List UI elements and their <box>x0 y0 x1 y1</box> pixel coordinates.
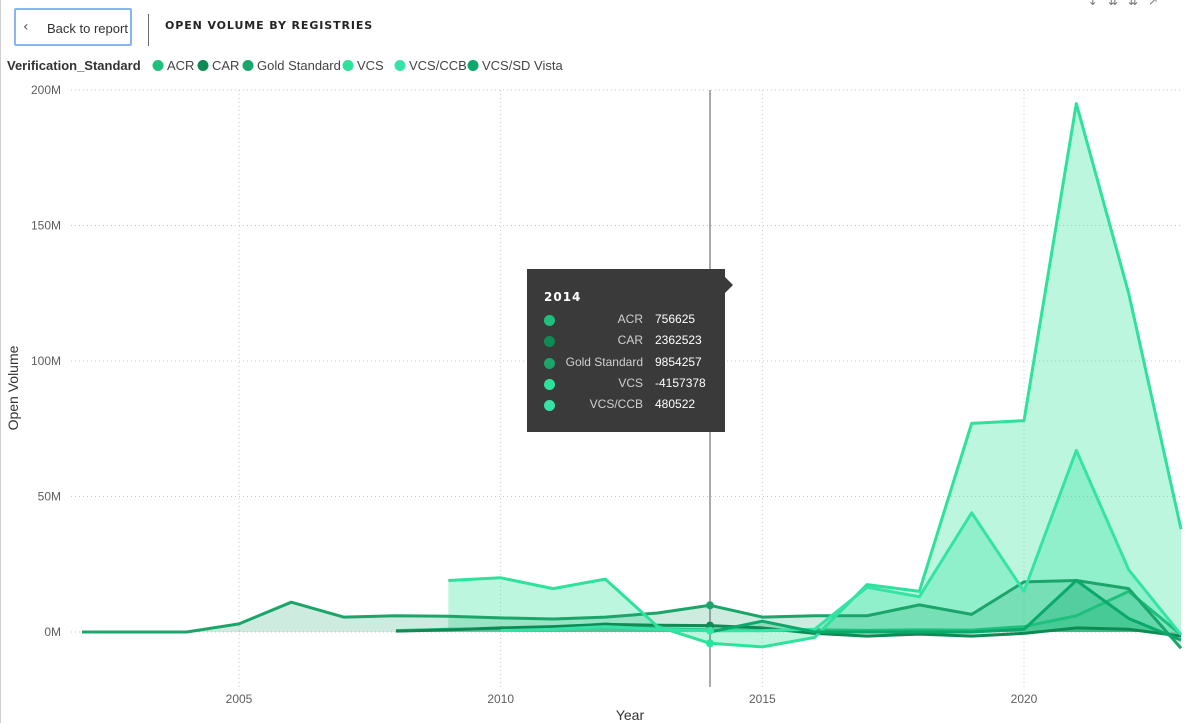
tooltip-series-dot <box>544 378 555 390</box>
line-vcs-ccb <box>500 448 1183 636</box>
legend-marker <box>342 60 354 71</box>
y-tick-label: 100M <box>31 354 61 368</box>
legend-label: VCS/SD Vista <box>482 58 563 73</box>
legend-label: Gold Standard <box>257 58 341 73</box>
left-edge-border <box>0 0 1 723</box>
x-tick-label: 2020 <box>1011 692 1038 706</box>
tooltip-series-value: 480522 <box>655 397 696 412</box>
pin-icon[interactable]: ↗ <box>1147 0 1168 8</box>
visual-header: ‹ Back to report OPEN VOLUME BY REGISTRI… <box>0 0 1198 54</box>
x-tick-label: 2005 <box>226 692 253 706</box>
crosshair-marker <box>706 639 714 648</box>
legend-title: Verification_Standard <box>7 58 141 73</box>
line-vcs <box>448 102 1183 649</box>
legend-marker <box>467 60 479 71</box>
x-tick-label: 2010 <box>487 692 514 706</box>
legend-label: ACR <box>167 58 194 73</box>
visual-toolbar: ↓⇊⇊↗ <box>1088 0 1168 8</box>
y-tick-label: 200M <box>31 83 61 97</box>
crosshair-marker <box>706 626 714 635</box>
chart-axes: 0M 50M 100M 150M 200M 2005 2010 2015 2020 Year Ope… <box>5 83 1038 723</box>
x-axis-title: Year <box>616 707 645 723</box>
page-title: OPEN VOLUME BY REGISTRIES <box>165 19 374 32</box>
back-to-report-label: Back to report <box>47 21 128 36</box>
tooltip-row: Gold Standard 9854257 <box>527 355 725 375</box>
area-vcs <box>448 103 1181 647</box>
legend-marker <box>394 60 406 71</box>
tooltip-series-value: 756625 <box>655 312 696 326</box>
tooltip-title: 2014 <box>544 290 582 304</box>
legend-label: VCS <box>357 58 384 73</box>
header-divider <box>148 14 149 46</box>
tooltip-series-value: 9854257 <box>655 354 702 369</box>
back-to-report-button[interactable]: ‹ Back to report <box>14 8 132 46</box>
tooltip-series-dot <box>544 336 555 348</box>
legend-marker <box>197 60 209 71</box>
chart-lines <box>82 102 1183 650</box>
tooltip-series-dot <box>544 357 555 369</box>
y-tick-label: 0M <box>44 625 61 639</box>
x-tick-label: 2015 <box>749 692 776 706</box>
y-axis-title: Open Volume <box>5 345 21 430</box>
tooltip-row: ACR 756625 <box>527 312 725 332</box>
y-tick-label: 50M <box>38 490 61 504</box>
y-tick-label: 150M <box>31 219 61 233</box>
tooltip-row: VCS -4157378 <box>527 376 725 396</box>
tooltip-series-name: CAR <box>617 333 643 348</box>
chevron-left-icon: ‹ <box>23 19 29 35</box>
chart-legend: Verification_Standard ACR CAR Gold Standard… <box>7 58 563 73</box>
legend-marker <box>152 60 164 71</box>
crosshair-marker <box>706 601 714 610</box>
tooltip-series-dot <box>544 400 555 412</box>
line-gold-standard <box>82 579 1183 650</box>
tooltip-series-value: -4157378 <box>655 375 706 390</box>
legend-label: VCS/CCB <box>409 58 467 73</box>
expand-next-level-icon[interactable]: ⇊ <box>1107 0 1128 8</box>
legend-label: CAR <box>212 58 239 73</box>
tooltip-series-dot <box>544 315 555 326</box>
area-vcs-sd-vista <box>710 580 1181 641</box>
legend-marker <box>242 60 254 71</box>
tooltip-row: VCS/CCB 480522 <box>527 397 725 417</box>
tooltip-series-name: VCS <box>618 375 643 390</box>
tooltip-series-name: VCS/CCB <box>589 397 643 412</box>
line-vcs-sd-vista <box>709 579 1182 642</box>
go-to-next-level-icon[interactable]: ⇊ <box>1127 0 1148 8</box>
drill-down-icon[interactable]: ↓ <box>1087 0 1108 8</box>
chart-tooltip: 2014 ACR 756625 CAR 2362523 Gold Standard 985… <box>527 269 733 432</box>
tooltip-row: CAR 2362523 <box>527 333 725 353</box>
tooltip-series-name: Gold Standard <box>565 354 643 369</box>
tooltip-arrow <box>725 277 733 293</box>
tooltip-series-name: ACR <box>617 312 643 326</box>
tooltip-series-value: 2362523 <box>655 333 702 348</box>
